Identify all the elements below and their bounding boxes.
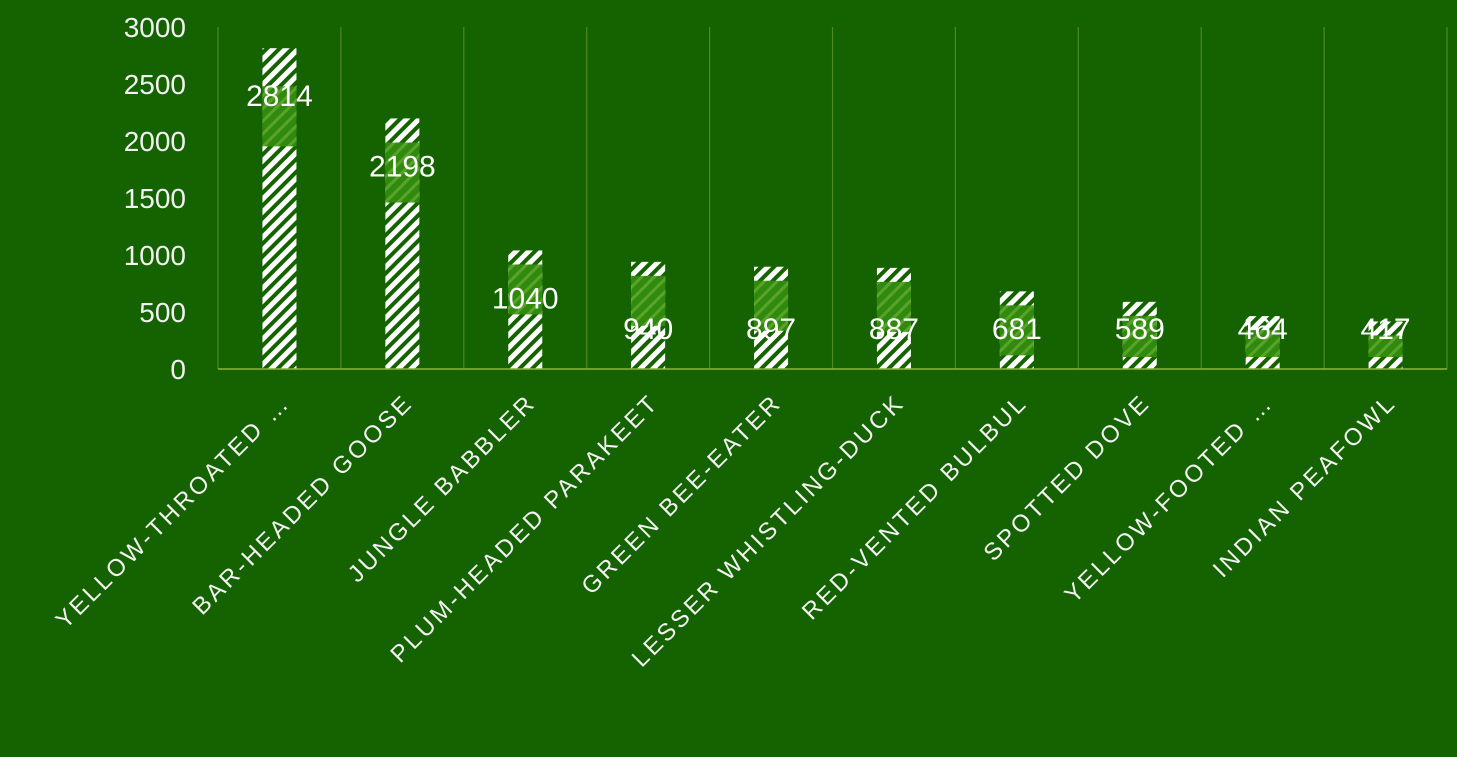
data-label-band xyxy=(385,142,420,203)
data-label-band xyxy=(876,281,911,332)
data-label: 897 xyxy=(746,313,796,346)
data-labels: 2814 2198 1040 940 897 887 681 589 464 417 xyxy=(246,80,1411,346)
data-label-band xyxy=(1122,315,1157,357)
x-category-label: YELLOW-FOOTED … xyxy=(1060,389,1279,608)
x-category-label: YELLOW-THROATED … xyxy=(51,389,296,634)
y-tick-label: 2500 xyxy=(124,69,186,100)
data-label: 887 xyxy=(869,313,919,346)
data-label: 464 xyxy=(1238,313,1288,346)
y-tick-label: 2000 xyxy=(124,126,186,157)
x-category-label: RED-VENTED BULBUL xyxy=(797,389,1033,625)
x-category-label: PLUM-HEADED PARAKEET xyxy=(385,389,664,668)
data-label-band xyxy=(1368,335,1403,357)
bars xyxy=(262,48,1403,369)
x-category-label: BAR-HEADED GOOSE xyxy=(187,389,418,620)
y-tick-label: 500 xyxy=(139,297,186,328)
data-label: 1040 xyxy=(492,282,559,315)
data-label: 589 xyxy=(1115,313,1165,346)
data-label-band xyxy=(262,86,297,147)
data-label: 2198 xyxy=(369,150,436,183)
y-tick-label: 0 xyxy=(170,354,186,385)
y-tick-label: 1500 xyxy=(124,183,186,214)
data-label: 940 xyxy=(623,313,673,346)
data-label-band xyxy=(999,305,1034,356)
y-tick-label: 3000 xyxy=(124,12,186,43)
data-label: 681 xyxy=(992,313,1042,346)
gridlines xyxy=(217,27,1448,369)
data-label-band xyxy=(754,280,789,331)
x-category-label: LESSER WHISTLING-DUCK xyxy=(627,389,910,672)
data-label-band xyxy=(631,275,666,326)
data-label-band xyxy=(1245,330,1280,357)
x-category-label: GREEN BEE-EATER xyxy=(576,389,787,600)
data-label: 417 xyxy=(1361,313,1411,346)
y-tick-label: 1000 xyxy=(124,240,186,271)
data-label: 2814 xyxy=(246,80,313,113)
data-label-band xyxy=(508,264,543,315)
